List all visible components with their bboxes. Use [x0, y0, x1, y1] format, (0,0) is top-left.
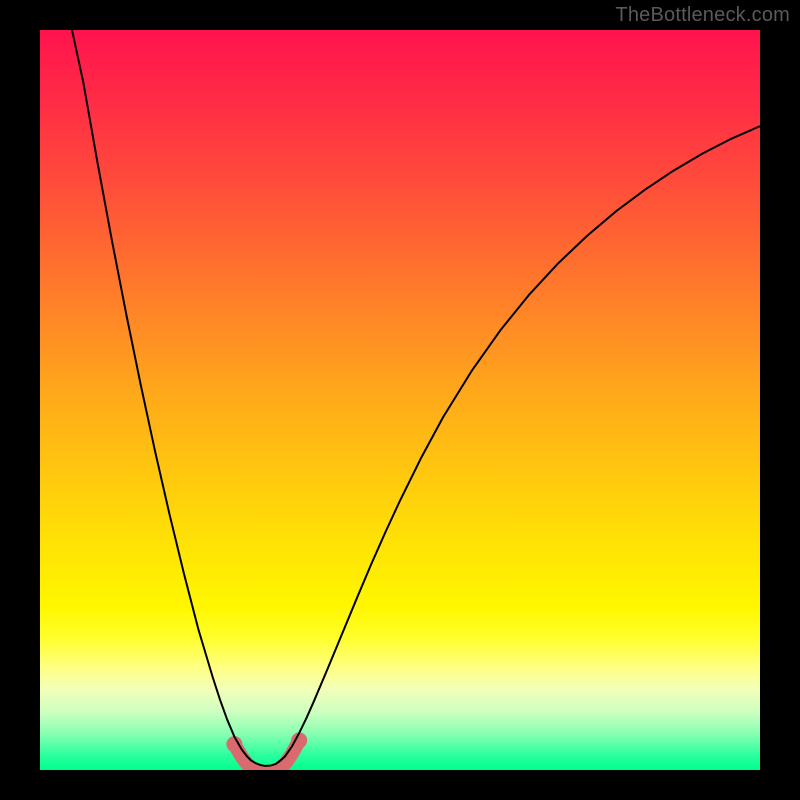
frame-right	[760, 0, 800, 800]
chart-container: TheBottleneck.com	[0, 0, 800, 800]
frame-bottom	[0, 770, 800, 800]
gradient-background	[40, 30, 760, 770]
watermark-text: TheBottleneck.com	[615, 4, 790, 27]
frame-left	[0, 0, 40, 800]
bottleneck-curve-chart	[0, 0, 800, 800]
